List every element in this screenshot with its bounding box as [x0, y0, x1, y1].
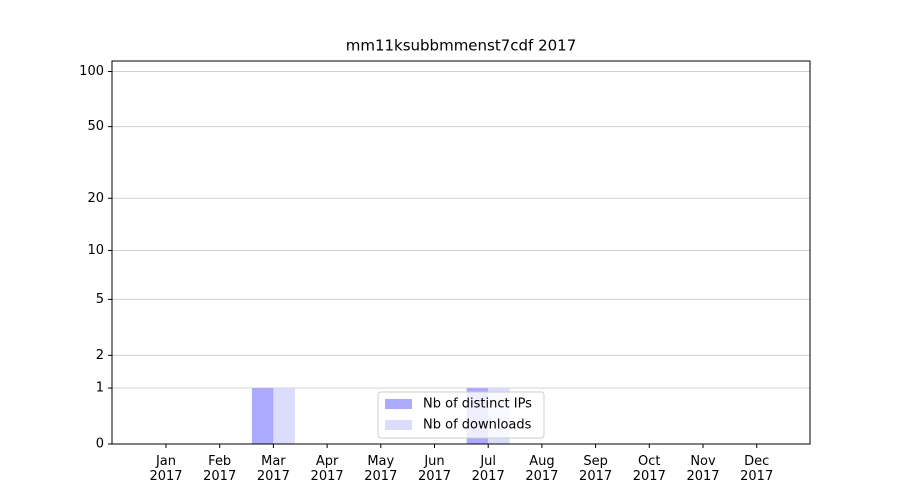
legend-label: Nb of distinct IPs	[423, 397, 532, 412]
y-tick-label: 0	[96, 437, 104, 452]
x-tick-label: Sep 2017	[579, 454, 613, 484]
x-tick-label: Feb 2017	[203, 454, 237, 484]
y-tick-label: 1	[96, 381, 104, 396]
plot-frame	[111, 60, 811, 445]
x-tick-label: Oct 2017	[632, 454, 666, 484]
chart-title: mm11ksubbmmenst7cdf 2017	[346, 37, 577, 55]
legend-box	[377, 391, 545, 439]
bar	[273, 388, 295, 444]
y-tick-label: 10	[87, 243, 104, 258]
x-tick-label: Jul 2017	[471, 454, 505, 484]
legend-label: Nb of downloads	[423, 418, 532, 433]
x-tick-label: Apr 2017	[310, 454, 344, 484]
x-tick-label: Aug 2017	[525, 454, 559, 484]
x-tick-label: Dec 2017	[740, 454, 774, 484]
x-tick-label: May 2017	[364, 454, 398, 484]
legend-swatch	[385, 399, 412, 409]
x-tick-label: Nov 2017	[686, 454, 720, 484]
y-tick-label: 20	[87, 191, 104, 206]
y-tick-label: 5	[96, 292, 104, 307]
legend-swatch	[385, 420, 412, 430]
x-tick-label: Mar 2017	[256, 454, 290, 484]
bar	[251, 388, 274, 444]
x-tick-label: Jan 2017	[149, 454, 183, 484]
y-tick-label: 2	[96, 348, 104, 363]
y-tick-label: 50	[87, 119, 104, 134]
x-tick-label: Jun 2017	[417, 454, 452, 484]
y-tick-label: 100	[79, 64, 104, 79]
